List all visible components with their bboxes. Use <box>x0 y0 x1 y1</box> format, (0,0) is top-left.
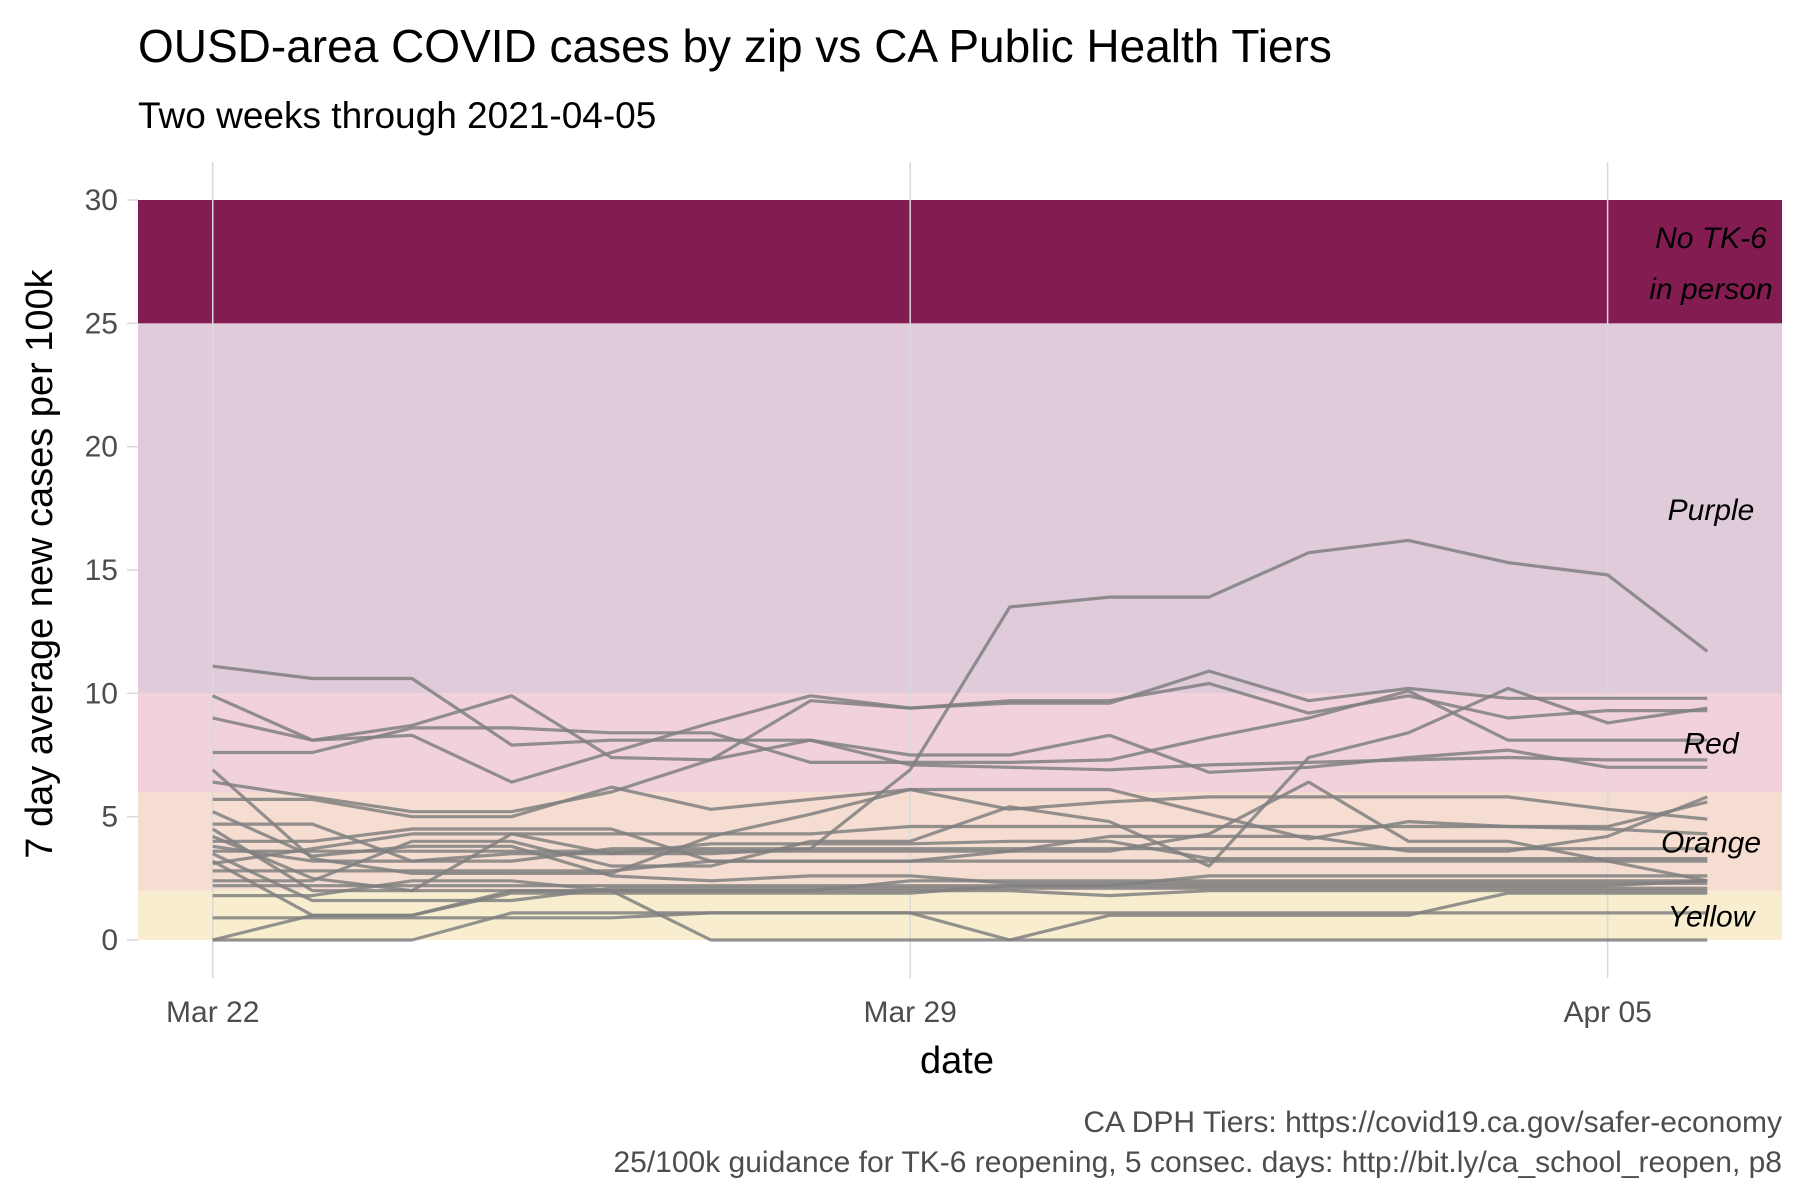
x-tick-label: Apr 05 <box>1563 996 1651 1029</box>
series-line-zip-18 <box>212 891 1708 942</box>
series-line-zip-01 <box>212 538 1709 866</box>
series-line-zip-05 <box>212 689 1708 765</box>
series-lines <box>211 538 1709 942</box>
caption-source-tiers: CA DPH Tiers: https://covid19.ca.gov/saf… <box>1083 1106 1782 1139</box>
x-axis-ticks: Mar 22 Mar 29 Apr 05 <box>166 996 1652 1029</box>
x-tick-label: Mar 22 <box>166 996 259 1029</box>
series-line-zip-11 <box>212 800 1708 893</box>
y-tick-label: 15 <box>85 554 118 587</box>
tier-band-red <box>138 693 1782 792</box>
series-line-zip-24 <box>212 879 1708 898</box>
tier-band-purple <box>138 323 1782 694</box>
series-line-zip-23 <box>211 827 1708 898</box>
tier-label-no-tk-6-in-person-line2: in person <box>1649 273 1772 306</box>
tier-label-no-tk-6-in-person-line1: No TK-6 <box>1655 222 1767 255</box>
y-axis-ticks: 0 5 10 15 20 25 30 <box>85 184 138 957</box>
series-line-zip-12 <box>212 839 1708 863</box>
series-line-zip-08 <box>212 785 1708 841</box>
series-line-zip-17 <box>212 911 1708 920</box>
y-tick-label: 30 <box>85 184 118 217</box>
series-line-zip-07 <box>211 768 1708 876</box>
y-tick-label: 10 <box>85 677 118 710</box>
tier-label-purple: Purple <box>1668 494 1755 527</box>
tier-label-yellow: Yellow <box>1668 900 1757 933</box>
series-line-zip-06 <box>212 733 1708 814</box>
series-line-zip-19 <box>212 889 1708 942</box>
tier-label-orange: Orange <box>1661 826 1761 859</box>
tier-band-no-tk-6-in-person <box>138 200 1782 324</box>
series-line-zip-22 <box>212 780 1708 883</box>
tier-bands <box>138 200 1782 940</box>
y-tick-label: 25 <box>85 307 118 340</box>
tier-label-red: Red <box>1683 728 1739 761</box>
x-axis-title: date <box>920 1040 994 1082</box>
series-line-zip-20 <box>212 686 1708 883</box>
series-line-zip-16 <box>212 879 1708 888</box>
y-axis-title: 7 day average new cases per 100k <box>19 268 61 858</box>
x-tick-label: Mar 29 <box>863 996 956 1029</box>
tier-labels: Yellow Orange Red Purple No TK-6 in person <box>1649 222 1772 933</box>
y-tick-label: 5 <box>101 801 118 834</box>
chart-title: OUSD-area COVID cases by zip vs CA Publi… <box>138 20 1332 72</box>
caption-source-guidance: 25/100k guidance for TK-6 reopening, 5 c… <box>613 1146 1782 1179</box>
series-line-zip-15 <box>212 859 1708 873</box>
y-tick-label: 20 <box>85 431 118 464</box>
series-line-zip-21 <box>212 795 1708 863</box>
chart-subtitle: Two weeks through 2021-04-05 <box>138 95 656 136</box>
y-tick-label: 0 <box>101 924 118 957</box>
series-line-zip-04 <box>212 681 1708 784</box>
